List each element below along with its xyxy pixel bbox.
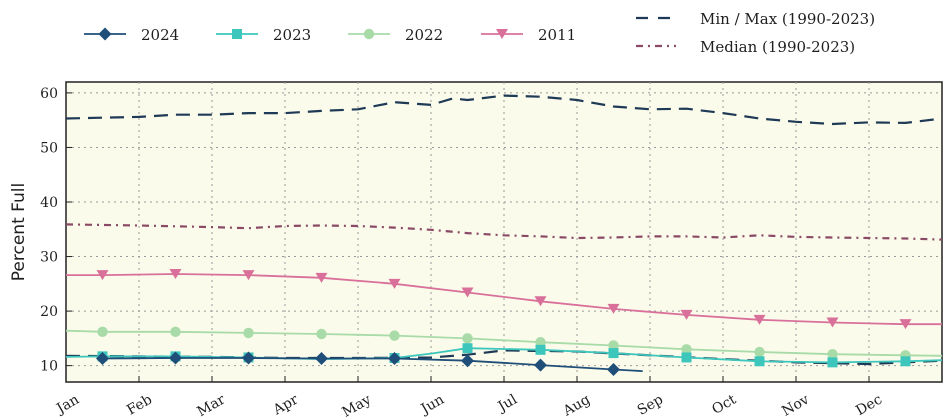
data-point <box>607 303 620 314</box>
legend-marker <box>98 27 112 41</box>
y-tick-label: 10 <box>40 359 58 375</box>
legend-label: 2024 <box>141 26 179 44</box>
data-point <box>315 272 328 283</box>
x-tick-label: Feb <box>124 392 155 419</box>
legend-item: 2011 <box>481 26 576 44</box>
data-point <box>462 343 473 354</box>
series-line <box>65 94 943 126</box>
y-axis: 10 20 30 40 50 60 <box>40 86 72 375</box>
data-point <box>753 314 766 325</box>
data-point <box>316 328 327 340</box>
legend-marker <box>496 29 508 39</box>
data-point <box>900 356 911 367</box>
data-point <box>535 336 546 348</box>
data-point <box>315 352 328 366</box>
data-point <box>96 270 109 281</box>
data-point <box>681 344 692 355</box>
y-tick-label: 40 <box>40 195 58 211</box>
y-tick-label: 30 <box>40 250 58 266</box>
data-point <box>97 326 108 338</box>
data-point <box>388 352 401 366</box>
y-tick-label: 50 <box>40 140 58 156</box>
x-tick-label: Mar <box>195 391 229 420</box>
legend: 2024 2023 2022 2011 Min / Max (1990-2023) Med… <box>84 10 875 56</box>
data-point <box>461 354 474 368</box>
x-tick-label: Nov <box>779 392 812 420</box>
series-layer <box>65 94 943 376</box>
legend-label: Median (1990-2023) <box>700 38 855 56</box>
data-point <box>608 340 619 351</box>
grid-lines <box>66 82 942 382</box>
data-point <box>169 269 182 279</box>
data-point <box>461 287 474 298</box>
legend-item: 2022 <box>348 26 443 44</box>
x-tick-label: Dec <box>853 392 885 420</box>
x-tick-label: Jul <box>494 391 521 416</box>
data-point <box>754 356 765 367</box>
data-point <box>608 348 619 359</box>
data-point <box>389 330 400 341</box>
series-2011 <box>66 269 942 330</box>
x-tick-label: Sep <box>635 392 666 419</box>
data-point <box>899 319 912 330</box>
legend-marker <box>232 29 242 39</box>
x-tick-label: Jun <box>417 392 447 419</box>
data-point <box>535 344 546 355</box>
data-point <box>534 296 547 307</box>
series-median-1990-2023 <box>65 223 943 241</box>
legend-item: Median (1990-2023) <box>636 38 855 56</box>
x-tick-label: Oct <box>709 391 739 418</box>
data-point <box>754 346 765 358</box>
y-axis-label: Percent Full <box>9 183 29 281</box>
data-point <box>388 278 401 289</box>
y-tick-label: 60 <box>40 86 58 102</box>
series-line <box>65 223 943 241</box>
legend-item: 2023 <box>216 26 311 44</box>
legend-marker <box>363 28 375 40</box>
data-point <box>243 327 254 339</box>
data-point <box>607 362 620 376</box>
data-point <box>534 358 547 372</box>
legend-label: 2023 <box>273 26 311 44</box>
series-2022 <box>65 326 943 361</box>
data-point <box>96 352 109 366</box>
data-point <box>169 351 182 365</box>
data-point <box>827 348 838 360</box>
x-tick-label: Jan <box>52 392 82 418</box>
x-tick-label: Apr <box>270 391 301 418</box>
data-point <box>681 352 692 363</box>
data-point <box>826 317 839 328</box>
legend-item: 2024 <box>84 26 179 44</box>
legend-item: Min / Max (1990-2023) <box>636 10 875 28</box>
legend-label: 2022 <box>405 26 443 44</box>
data-point <box>242 351 255 365</box>
data-point <box>462 333 473 344</box>
data-point <box>680 309 693 320</box>
x-tick-label: Aug <box>560 392 593 420</box>
legend-label: Min / Max (1990-2023) <box>700 10 875 28</box>
x-tick-label: May <box>340 392 375 420</box>
series-2024 <box>96 351 643 376</box>
y-tick-label: 20 <box>40 304 58 320</box>
data-point <box>827 357 838 368</box>
data-point <box>242 270 255 281</box>
data-point <box>170 326 181 338</box>
legend-label: 2011 <box>538 26 576 44</box>
series-line <box>66 273 942 326</box>
series-line <box>65 329 943 357</box>
